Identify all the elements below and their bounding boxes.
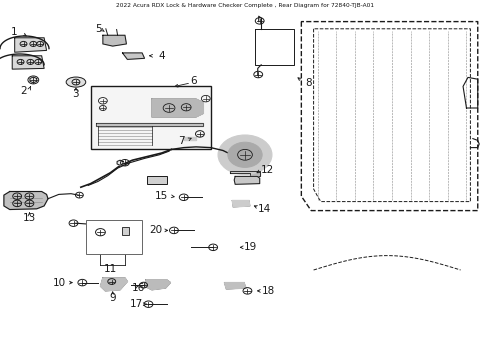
Text: 18: 18 — [262, 286, 275, 296]
Text: 1: 1 — [10, 27, 17, 37]
Polygon shape — [12, 56, 44, 69]
Bar — [122, 227, 129, 235]
Polygon shape — [15, 38, 47, 52]
Bar — [86, 220, 142, 254]
Text: 19: 19 — [244, 242, 258, 252]
Text: 12: 12 — [260, 165, 274, 175]
Text: 20: 20 — [149, 225, 162, 235]
Text: 2: 2 — [20, 86, 27, 96]
Polygon shape — [152, 99, 203, 117]
Polygon shape — [232, 201, 250, 207]
Text: 8: 8 — [305, 78, 312, 88]
Polygon shape — [30, 77, 37, 83]
Bar — [147, 176, 167, 184]
Circle shape — [228, 142, 262, 167]
Polygon shape — [122, 53, 145, 59]
Ellipse shape — [66, 77, 86, 87]
Polygon shape — [145, 280, 171, 290]
Text: 15: 15 — [155, 191, 169, 201]
Text: 2022 Acura RDX Lock & Hardware Checker Complete , Rear Diagram for 72840-TJB-A01: 2022 Acura RDX Lock & Hardware Checker C… — [116, 3, 374, 8]
Text: 4: 4 — [158, 51, 165, 61]
Polygon shape — [117, 160, 123, 165]
Circle shape — [218, 135, 272, 175]
Polygon shape — [4, 192, 48, 210]
Polygon shape — [224, 283, 246, 289]
Text: 3: 3 — [73, 89, 79, 99]
Text: 11: 11 — [103, 264, 117, 274]
Text: 13: 13 — [23, 213, 36, 223]
Bar — [91, 86, 211, 149]
Text: 17: 17 — [129, 299, 143, 309]
Polygon shape — [234, 176, 260, 184]
Polygon shape — [230, 171, 260, 176]
Text: 16: 16 — [132, 283, 146, 293]
Polygon shape — [96, 123, 203, 126]
Text: 6: 6 — [190, 76, 197, 86]
Polygon shape — [100, 278, 127, 291]
Text: 7: 7 — [178, 136, 185, 146]
Polygon shape — [184, 137, 196, 140]
Text: 5: 5 — [95, 24, 101, 34]
Text: 14: 14 — [258, 204, 271, 214]
Text: 9: 9 — [109, 293, 116, 303]
Text: 10: 10 — [53, 278, 66, 288]
Polygon shape — [103, 35, 126, 46]
